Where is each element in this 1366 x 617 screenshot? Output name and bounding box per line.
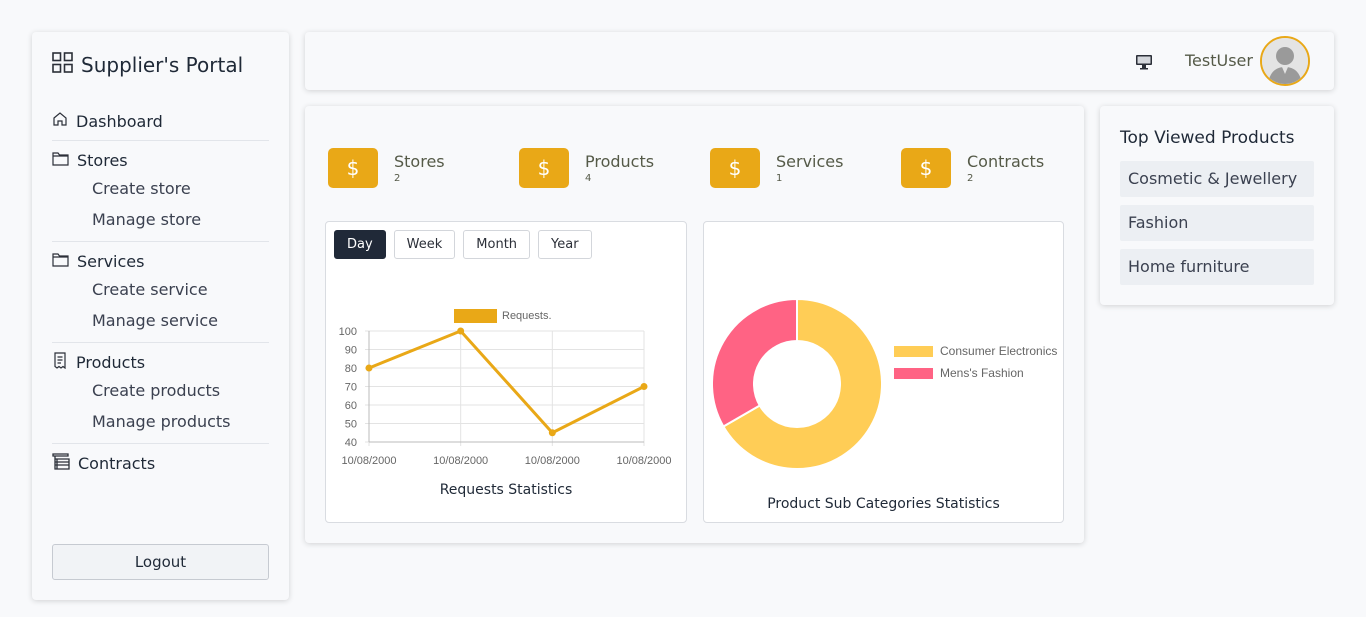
nav-group-products: Products Create products Manage products xyxy=(52,347,269,444)
brand-title: Supplier's Portal xyxy=(81,52,244,77)
dashboard-panel: $ Stores 2 $ Products 4 $ Services 1 $ C… xyxy=(305,106,1084,543)
top-viewed-list: Cosmetic & Jewellery Fashion Home furnit… xyxy=(1120,161,1314,293)
sidebar-item-dashboard[interactable]: Dashboard xyxy=(52,108,269,134)
y-tick-label: 70 xyxy=(345,382,357,394)
document-stack-icon xyxy=(52,452,70,474)
data-point xyxy=(640,383,648,390)
y-tick-label: 60 xyxy=(345,400,357,412)
sidebar-item-label: Products xyxy=(76,352,146,372)
sidebar-item-label: Stores xyxy=(77,150,128,170)
nav-group-services: Services Create service Manage service xyxy=(52,246,269,343)
stat-label: Stores xyxy=(394,152,445,171)
sidebar-item-contracts[interactable]: Contracts xyxy=(52,450,269,476)
stat-count: 4 xyxy=(585,173,592,184)
data-point xyxy=(365,364,373,372)
requests-chart-card: Day Week Month Year Requests. 100 90 80 70 60… xyxy=(325,221,687,523)
requests-line-chart: Requests. 100 90 80 70 60 50 40 10/08/2000 10/08/… xyxy=(339,309,672,467)
tab-month[interactable]: Month xyxy=(463,230,531,259)
stat-label: Services xyxy=(776,152,844,171)
stat-count: 2 xyxy=(967,173,974,184)
legend-label: Mens's Fashion xyxy=(940,366,1024,380)
doughnut-slice xyxy=(711,297,798,428)
sidebar-nav: Dashboard Stores Create store Manage sto… xyxy=(52,106,269,486)
list-item[interactable]: Cosmetic & Jewellery xyxy=(1120,161,1314,197)
tab-year[interactable]: Year xyxy=(538,230,592,259)
chart-caption: Product Sub Categories Statistics xyxy=(767,496,1000,512)
sidebar: Supplier's Portal Dashboard Stores Creat… xyxy=(32,32,289,600)
nav-group-dashboard: Dashboard xyxy=(52,106,269,141)
sidebar-item-create-store[interactable]: Create store xyxy=(92,179,191,198)
y-tick-label: 100 xyxy=(339,326,357,338)
stat-card-services[interactable]: $ Services 1 xyxy=(710,148,843,188)
stat-card-stores[interactable]: $ Stores 2 xyxy=(328,148,445,188)
stat-count: 1 xyxy=(776,173,783,184)
folder-icon xyxy=(52,151,69,170)
x-tick-label: 10/08/2000 xyxy=(616,455,671,467)
stat-label: Products xyxy=(585,152,655,171)
tab-day[interactable]: Day xyxy=(334,230,386,259)
section-title: Top Viewed Products xyxy=(1120,128,1295,148)
y-tick-label: 80 xyxy=(345,363,357,375)
folder-icon xyxy=(52,252,69,271)
sidebar-item-manage-products[interactable]: Manage products xyxy=(92,412,231,431)
y-tick-label: 50 xyxy=(345,419,357,431)
sidebar-item-label: Services xyxy=(77,251,145,271)
home-icon xyxy=(52,111,68,131)
top-header: TestUser xyxy=(305,32,1334,90)
list-item[interactable]: Home furniture xyxy=(1120,249,1314,285)
nav-group-contracts: Contracts xyxy=(52,448,269,482)
nav-group-stores: Stores Create store Manage store xyxy=(52,145,269,242)
series-line xyxy=(368,329,645,435)
legend-label: Consumer Electronics xyxy=(940,344,1057,358)
doughnut-slice xyxy=(722,297,883,470)
product-subcategories-chart-card: Consumer Electronics Mens's Fashion Produ… xyxy=(703,221,1064,523)
dollar-icon: $ xyxy=(519,148,569,188)
brand: Supplier's Portal xyxy=(52,52,243,77)
sidebar-item-label: Contracts xyxy=(78,453,156,473)
data-point xyxy=(457,327,465,335)
y-tick-label: 90 xyxy=(345,345,357,357)
top-viewed-products: Top Viewed Products Cosmetic & Jewellery… xyxy=(1100,106,1334,305)
sidebar-item-create-service[interactable]: Create service xyxy=(92,280,208,299)
avatar[interactable] xyxy=(1260,36,1310,86)
sidebar-item-create-products[interactable]: Create products xyxy=(92,381,221,400)
sidebar-item-manage-store[interactable]: Manage store xyxy=(92,210,202,229)
sidebar-item-stores[interactable]: Stores xyxy=(52,147,269,173)
y-tick-label: 40 xyxy=(345,437,357,449)
monitor-icon[interactable] xyxy=(1135,54,1153,74)
x-tick-label: 10/08/2000 xyxy=(525,455,580,467)
logout-button[interactable]: Logout xyxy=(52,544,269,580)
data-point xyxy=(548,429,556,437)
grid-icon xyxy=(52,52,73,77)
dollar-icon: $ xyxy=(901,148,951,188)
legend-swatch xyxy=(894,368,933,379)
tab-week[interactable]: Week xyxy=(393,230,456,259)
chart-caption: Requests Statistics xyxy=(439,482,573,498)
period-tabs: Day Week Month Year xyxy=(334,230,592,259)
username[interactable]: TestUser xyxy=(1185,51,1253,70)
x-tick-label: 10/08/2000 xyxy=(341,455,396,467)
dollar-icon: $ xyxy=(710,148,760,188)
x-tick-label: 10/08/2000 xyxy=(433,455,488,467)
sidebar-item-services[interactable]: Services xyxy=(52,248,269,274)
list-item[interactable]: Fashion xyxy=(1120,205,1314,241)
legend-swatch xyxy=(894,346,933,357)
legend-label: Requests. xyxy=(502,310,552,322)
sidebar-item-label: Dashboard xyxy=(76,111,163,131)
stat-card-products[interactable]: $ Products 4 xyxy=(519,148,654,188)
stat-card-contracts[interactable]: $ Contracts 2 xyxy=(901,148,1044,188)
sidebar-item-products[interactable]: Products xyxy=(52,349,269,375)
legend-swatch xyxy=(454,309,497,323)
sidebar-item-manage-service[interactable]: Manage service xyxy=(92,311,218,330)
subcategories-doughnut-chart: Consumer Electronics Mens's Fashion xyxy=(711,297,1057,470)
stat-label: Contracts xyxy=(967,152,1045,171)
dollar-icon: $ xyxy=(328,148,378,188)
stat-count: 2 xyxy=(394,173,401,184)
receipt-icon xyxy=(52,351,68,373)
